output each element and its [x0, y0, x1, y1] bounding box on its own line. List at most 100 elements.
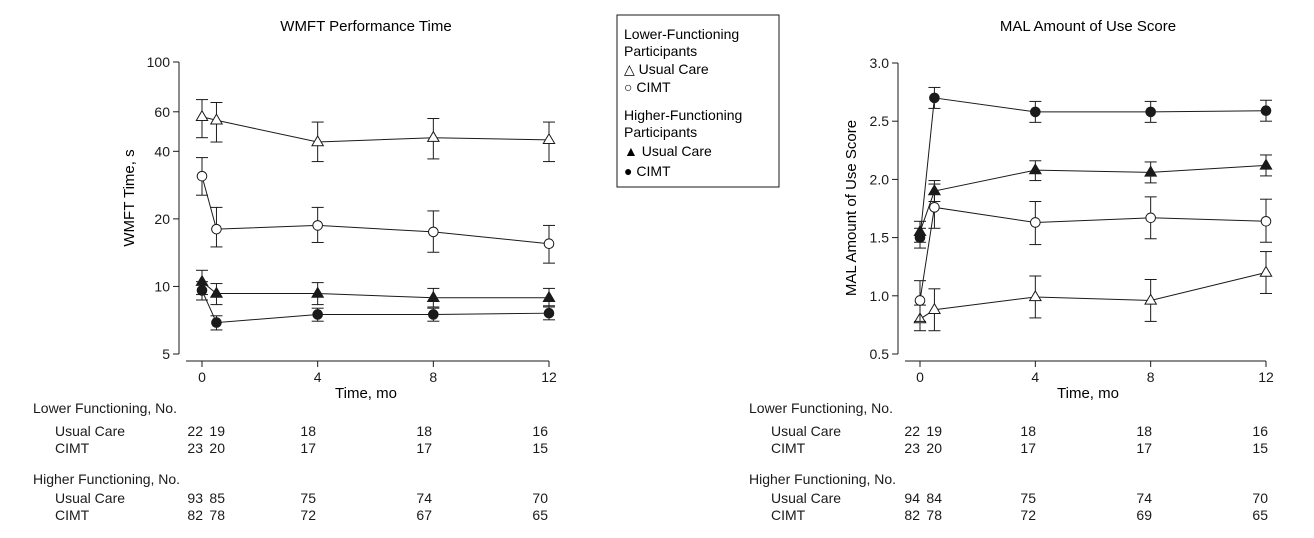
table-cell: 22	[187, 423, 203, 439]
mal-numbers-table: Lower Functioning, No. Higher Functioning…	[749, 400, 1268, 523]
series-lower-usual-care	[195, 99, 556, 163]
table-cell: 69	[1136, 507, 1152, 523]
series-line-lower-cimt	[919, 206, 1267, 301]
table-cell: 93	[187, 490, 203, 506]
data-point	[1259, 158, 1273, 170]
table-row: CIMT 82 78 72 69 65	[771, 507, 1268, 523]
table-row-label: CIMT	[771, 507, 806, 523]
table-cell: 85	[209, 490, 225, 506]
table-heading-higher: Higher Functioning, No.	[33, 471, 180, 487]
legend-group2-title-line1: Higher-Functioning	[624, 107, 742, 123]
data-point	[1260, 216, 1272, 227]
table-cell: 82	[187, 507, 203, 523]
data-point	[543, 238, 555, 250]
data-point	[426, 290, 440, 303]
table-cell: 18	[1020, 423, 1036, 439]
series-higher-usual-care	[195, 269, 556, 308]
table-cell: 67	[416, 507, 432, 523]
table-cell: 72	[300, 507, 316, 523]
table-row: Usual Care 94 84 75 74 70	[771, 490, 1268, 506]
y-tick-label: 0.5	[870, 346, 890, 362]
table-cell: 17	[300, 440, 316, 456]
data-point	[542, 290, 556, 303]
wmft-y-axis-label: WMFT Time, s	[121, 149, 138, 246]
series-higher-cimt	[196, 281, 555, 331]
data-point	[209, 286, 224, 298]
table-cell: 70	[1252, 490, 1268, 506]
table-row-label: Usual Care	[55, 490, 125, 506]
series-lower-cimt	[196, 157, 555, 264]
y-tick-label: 20	[154, 211, 170, 227]
x-tick-label: 4	[1031, 369, 1039, 385]
mal-x-axis-label: Time, mo	[1057, 385, 1119, 402]
table-row: Usual Care 22 19 18 18 16	[771, 423, 1268, 439]
x-tick-label: 4	[314, 369, 322, 385]
wmft-x-axis-label: Time, mo	[335, 385, 397, 402]
mal-chart: MAL Amount of Use Score MAL Amount of Us…	[843, 18, 1274, 402]
table-cell: 74	[416, 490, 432, 506]
table-row-label: CIMT	[771, 440, 806, 456]
legend-higher-cimt: ● CIMT	[624, 163, 671, 179]
data-point	[312, 220, 323, 231]
table-cell: 20	[926, 440, 942, 456]
table-heading-lower: Lower Functioning, No.	[749, 400, 893, 416]
table-cell: 19	[926, 423, 942, 439]
legend-lower-cimt: ○ CIMT	[624, 79, 671, 95]
table-cell: 75	[300, 490, 316, 506]
table-cell: 78	[926, 507, 942, 523]
data-point	[1028, 163, 1042, 175]
data-point	[1030, 217, 1041, 228]
data-point	[196, 285, 208, 296]
wmft-numbers-table: Lower Functioning, No. Higher Functioning…	[33, 400, 548, 523]
data-point	[927, 184, 941, 196]
table-cell: 15	[1252, 440, 1268, 456]
data-point	[1144, 165, 1158, 177]
table-cell: 82	[904, 507, 920, 523]
table-cell: 22	[904, 423, 920, 439]
y-tick-label: 2.5	[870, 113, 890, 129]
x-tick-label: 8	[1147, 369, 1155, 385]
series-lower-cimt	[914, 183, 1272, 322]
series-line-higher-usual-care	[919, 164, 1267, 232]
table-cell: 70	[532, 490, 548, 506]
y-tick-label: 3.0	[870, 55, 890, 71]
table-cell: 23	[187, 440, 203, 456]
legend-box	[616, 14, 780, 188]
table-cell: 84	[926, 490, 942, 506]
data-point	[311, 135, 325, 147]
series-line-lower-usual-care	[201, 116, 550, 143]
series-higher-usual-care	[913, 154, 1273, 243]
legend: Lower-Functioning Participants △ Usual C…	[616, 14, 780, 188]
legend-higher-usual-care: ▲ Usual Care	[624, 143, 712, 159]
table-row: CIMT 23 20 17 17 15	[55, 440, 548, 456]
data-point	[927, 302, 941, 314]
data-point	[1030, 106, 1041, 118]
legend-group1-title-line2: Participants	[624, 43, 697, 59]
legend-lower-usual-care: △ Usual Care	[624, 61, 709, 77]
table-cell: 17	[416, 440, 432, 456]
table-cell: 94	[904, 490, 920, 506]
data-point	[542, 132, 556, 145]
legend-group1-title-line1: Lower-Functioning	[624, 26, 739, 42]
mal-chart-title: MAL Amount of Use Score	[1000, 18, 1176, 35]
table-cell: 18	[1136, 423, 1152, 439]
legend-group2-title-line2: Participants	[624, 124, 697, 140]
data-point	[1028, 289, 1042, 302]
table-cell: 16	[532, 423, 548, 439]
series-line-higher-cimt	[919, 97, 1267, 238]
data-point	[1144, 293, 1158, 305]
y-tick-label: 2.0	[870, 171, 890, 187]
y-tick-label: 5	[162, 346, 170, 362]
table-cell: 72	[1020, 507, 1036, 523]
table-row-label: Usual Care	[771, 490, 841, 506]
data-point	[929, 202, 940, 213]
data-point	[196, 170, 208, 182]
data-point	[195, 109, 209, 122]
series-lower-usual-care	[913, 251, 1273, 332]
y-tick-label: 1.0	[870, 288, 890, 304]
data-point	[914, 295, 926, 306]
table-cell: 19	[209, 423, 225, 439]
table-cell: 65	[1252, 507, 1268, 523]
x-tick-label: 0	[198, 369, 206, 385]
